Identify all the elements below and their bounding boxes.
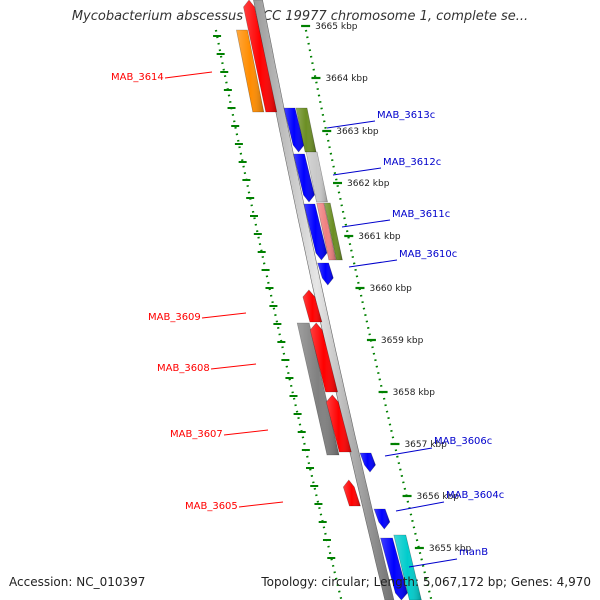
kbp-tick-label: 3660 kbp xyxy=(369,284,412,294)
gene-leader-mab-3611c xyxy=(341,219,391,228)
backbone-band xyxy=(253,0,395,600)
feature-olive-2[interactable] xyxy=(323,202,343,261)
feature-mab-3605[interactable] xyxy=(342,479,361,507)
gene-leader-mab-3614 xyxy=(164,71,213,79)
kbp-tick-label: 3656 kbp xyxy=(417,492,460,502)
gene-labels: MAB_3614 MAB_3613c MAB_3612c MAB_3611c MAB_3… xyxy=(111,71,504,568)
feature-gray-2[interactable] xyxy=(296,322,340,456)
feature-manb[interactable] xyxy=(380,537,408,600)
gene-leader-mab-3612c xyxy=(332,167,382,176)
kbp-tick-label: 3655 kbp xyxy=(429,544,472,554)
feature-gray-1[interactable] xyxy=(305,151,328,203)
feature-mab-3614[interactable] xyxy=(243,0,278,113)
kbp-tick-label: 3658 kbp xyxy=(393,388,436,398)
track-boundaries xyxy=(213,29,433,600)
feature-mab-3611c[interactable] xyxy=(303,203,328,261)
gene-leader-mab-3606c xyxy=(384,447,433,457)
gene-label-mab-3606c[interactable]: MAB_3606c xyxy=(434,436,492,447)
kbp-tick-label: 3662 kbp xyxy=(347,179,390,189)
kbp-tick-label: 3661 kbp xyxy=(358,232,401,242)
feature-mab-3608[interactable] xyxy=(309,322,338,393)
feature-cyan[interactable] xyxy=(393,534,422,600)
kbp-tick-label: 3657 kbp xyxy=(404,440,447,450)
accession-text: Accession: NC_010397 xyxy=(9,575,146,589)
feature-mab-3613c[interactable] xyxy=(283,107,305,153)
feature-mab-3606c[interactable] xyxy=(359,452,376,473)
feature-mab-3609[interactable] xyxy=(302,289,323,323)
right-track-boundary xyxy=(304,29,433,600)
kbp-tick-label: 3663 kbp xyxy=(336,127,379,137)
gene-features xyxy=(236,0,422,600)
feature-mab-3610c[interactable] xyxy=(317,262,334,286)
kbp-tick-label: 3664 kbp xyxy=(325,74,368,84)
gene-label-manb[interactable]: manB xyxy=(459,547,488,558)
gene-leader-mab-3605 xyxy=(238,501,284,508)
gene-leader-mab-3608 xyxy=(210,363,257,370)
left-track-boundary xyxy=(214,29,343,600)
gene-label-mab-3607[interactable]: MAB_3607 xyxy=(170,429,223,440)
kbp-tick-label: 3665 kbp xyxy=(315,22,358,32)
gene-leader-mab-3610c xyxy=(348,259,398,268)
gene-label-mab-3612c[interactable]: MAB_3612c xyxy=(383,157,441,168)
gene-label-mab-3608[interactable]: MAB_3608 xyxy=(157,363,210,374)
kbp-ruler: 3665 kbp 3664 kbp 3663 kbp 3662 kbp 3661 kbp… xyxy=(301,22,472,554)
feature-pink[interactable] xyxy=(316,202,337,261)
feature-mab-3604c[interactable] xyxy=(373,508,391,530)
kbp-tick-label: 3659 kbp xyxy=(381,336,424,346)
chromosome-backbone xyxy=(253,0,395,600)
gene-label-mab-3609[interactable]: MAB_3609 xyxy=(148,312,201,323)
gene-label-mab-3611c[interactable]: MAB_3611c xyxy=(392,209,450,220)
map-title: Mycobacterium abscessus ATCC 19977 chrom… xyxy=(71,9,529,24)
feature-mab-3612c[interactable] xyxy=(293,153,315,203)
gene-label-mab-3613c[interactable]: MAB_3613c xyxy=(377,110,435,121)
summary-text: Topology: circular; Length: 5,067,172 bp… xyxy=(261,575,591,589)
gene-label-mab-3605[interactable]: MAB_3605 xyxy=(185,501,238,512)
feature-mab-3607[interactable] xyxy=(325,394,352,453)
gene-leader-manb xyxy=(408,558,458,568)
gene-label-mab-3610c[interactable]: MAB_3610c xyxy=(399,249,457,260)
feature-orange[interactable] xyxy=(236,29,265,113)
gene-leader-mab-3607 xyxy=(223,429,269,436)
gene-leader-mab-3609 xyxy=(201,312,247,319)
gene-label-mab-3614[interactable]: MAB_3614 xyxy=(111,72,164,83)
gene-label-mab-3604c[interactable]: MAB_3604c xyxy=(446,490,504,501)
gene-leader-mab-3604c xyxy=(395,501,445,512)
gene-leader-mab-3613c xyxy=(326,120,376,129)
